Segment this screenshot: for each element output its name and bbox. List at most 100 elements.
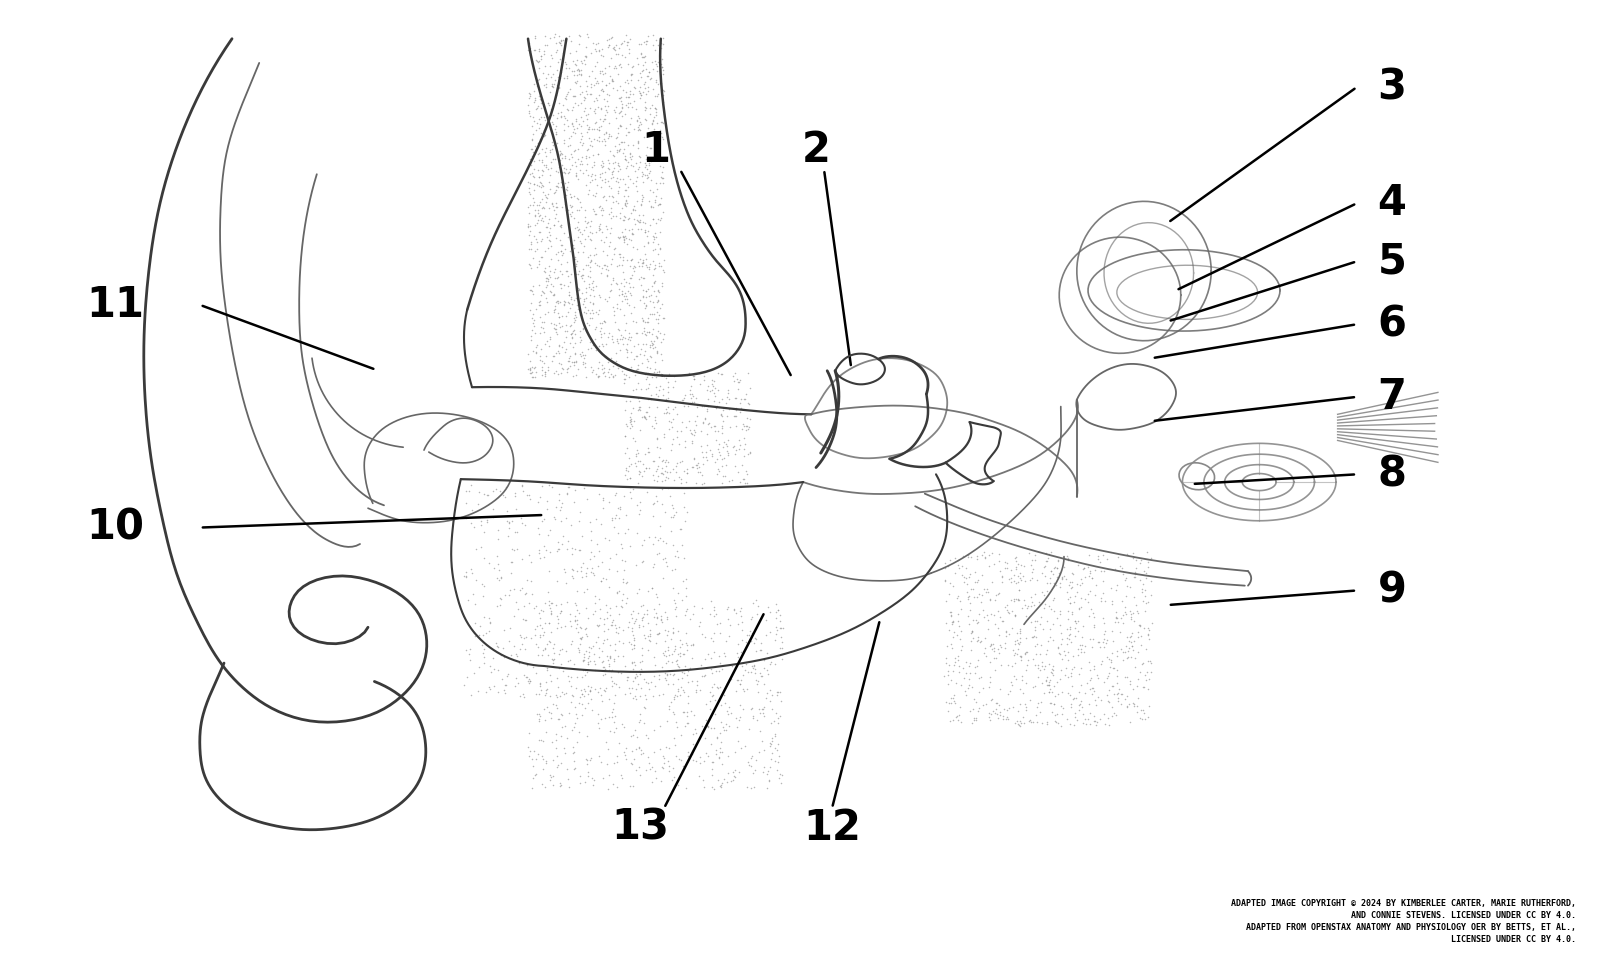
Point (1098, 580, 1123, 595)
Point (565, 617, 590, 632)
Point (626, 357, 651, 373)
Point (960, 630, 986, 646)
Point (1106, 685, 1131, 701)
Point (626, 258, 651, 274)
Point (560, 116, 586, 132)
Point (622, 164, 648, 179)
Point (989, 614, 1014, 629)
Point (554, 187, 579, 202)
Point (1101, 660, 1126, 676)
Point (538, 667, 563, 682)
Point (667, 632, 693, 648)
Point (587, 169, 613, 185)
Point (963, 612, 989, 627)
Point (666, 681, 691, 696)
Point (957, 569, 982, 585)
Point (1094, 551, 1120, 566)
Point (618, 151, 643, 166)
Point (619, 418, 645, 434)
Point (715, 445, 741, 461)
Point (1134, 594, 1160, 610)
Point (541, 641, 566, 656)
Point (520, 161, 546, 176)
Point (584, 342, 610, 357)
Point (1038, 563, 1064, 579)
Point (981, 650, 1006, 666)
Point (723, 408, 749, 423)
Point (646, 258, 672, 274)
Point (587, 118, 613, 134)
Point (530, 231, 555, 247)
Point (696, 415, 722, 431)
Point (642, 557, 667, 572)
Point (582, 595, 608, 611)
Point (594, 229, 619, 245)
Point (622, 155, 648, 170)
Point (709, 451, 734, 467)
Point (566, 221, 592, 236)
Point (603, 130, 629, 145)
Point (1085, 670, 1110, 685)
Point (1048, 637, 1074, 652)
Point (643, 366, 669, 381)
Point (653, 633, 678, 649)
Point (715, 706, 741, 721)
Point (608, 249, 634, 264)
Point (707, 615, 733, 630)
Point (1038, 601, 1064, 617)
Point (651, 533, 677, 549)
Point (747, 665, 773, 681)
Point (1125, 644, 1150, 659)
Point (650, 460, 675, 475)
Point (642, 53, 667, 69)
Point (534, 190, 560, 205)
Point (515, 739, 541, 754)
Point (731, 471, 757, 487)
Point (771, 620, 797, 636)
Point (986, 585, 1011, 600)
Point (635, 583, 661, 598)
Point (670, 573, 696, 589)
Point (590, 338, 616, 353)
Point (1008, 718, 1034, 734)
Point (728, 600, 754, 616)
Point (576, 121, 602, 136)
Point (627, 150, 653, 166)
Point (947, 664, 973, 680)
Point (989, 570, 1014, 586)
Point (666, 776, 691, 792)
Point (1104, 578, 1130, 593)
Point (995, 711, 1021, 726)
Point (597, 31, 622, 46)
Point (1128, 637, 1154, 652)
Point (632, 700, 658, 715)
Point (1077, 547, 1102, 562)
Point (557, 705, 582, 720)
Point (616, 669, 642, 684)
Point (549, 237, 574, 253)
Point (758, 702, 784, 717)
Point (1091, 563, 1117, 579)
Point (544, 701, 570, 716)
Point (672, 499, 698, 515)
Point (547, 80, 573, 96)
Point (571, 48, 597, 64)
Point (1134, 664, 1160, 680)
Point (592, 710, 618, 725)
Point (683, 417, 709, 433)
Point (618, 411, 643, 427)
Point (626, 222, 651, 237)
Point (547, 366, 573, 381)
Point (560, 63, 586, 78)
Point (602, 618, 627, 633)
Point (1035, 678, 1061, 693)
Point (618, 157, 643, 172)
Point (1005, 704, 1030, 719)
Point (723, 605, 749, 620)
Point (670, 704, 696, 719)
Point (574, 341, 600, 356)
Point (1101, 633, 1126, 649)
Point (573, 323, 598, 339)
Point (592, 682, 618, 698)
Point (526, 310, 552, 325)
